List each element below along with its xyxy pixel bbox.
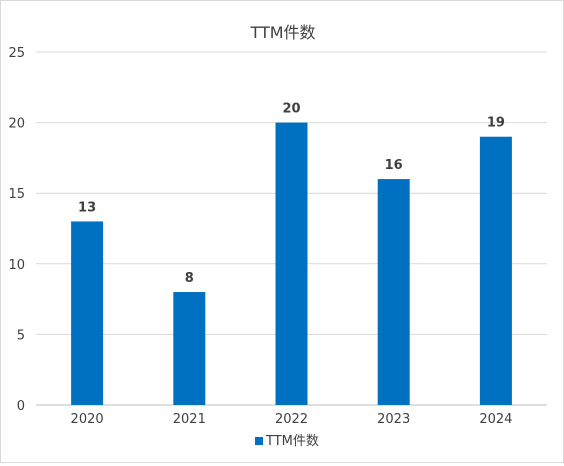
data-label: 13: [78, 200, 96, 215]
bar: [377, 179, 410, 405]
bar: [479, 136, 512, 405]
x-tick-label: 2022: [275, 412, 308, 427]
y-tick-label: 0: [17, 399, 25, 414]
legend: TTM件数: [255, 434, 319, 449]
y-tick-label: 20: [8, 117, 25, 132]
legend-label: TTM件数: [265, 434, 319, 449]
x-tick-label: 2020: [71, 412, 104, 427]
y-tick-label: 15: [8, 187, 25, 202]
bars: [71, 122, 512, 405]
x-tick-label: 2023: [377, 412, 410, 427]
y-tick-label: 10: [8, 258, 25, 273]
data-labels: 13 8 20 16 19: [78, 102, 505, 286]
x-tick-label: 2024: [479, 412, 512, 427]
chart-title: TTM件数: [249, 23, 315, 42]
y-tick-label: 25: [8, 46, 25, 61]
data-label: 16: [385, 158, 403, 173]
y-tick-label: 5: [17, 328, 25, 343]
y-axis-ticks: 0 5 10 15 20 25: [8, 46, 25, 414]
bar: [173, 292, 206, 405]
x-axis-ticks: 2020 2021 2022 2023 2024: [71, 412, 513, 427]
x-tick-label: 2021: [173, 412, 206, 427]
bar: [275, 122, 308, 405]
data-label: 19: [487, 116, 505, 131]
legend-swatch: [255, 437, 263, 445]
data-label: 8: [185, 271, 194, 286]
bar: [71, 221, 104, 405]
data-label: 20: [282, 102, 300, 117]
